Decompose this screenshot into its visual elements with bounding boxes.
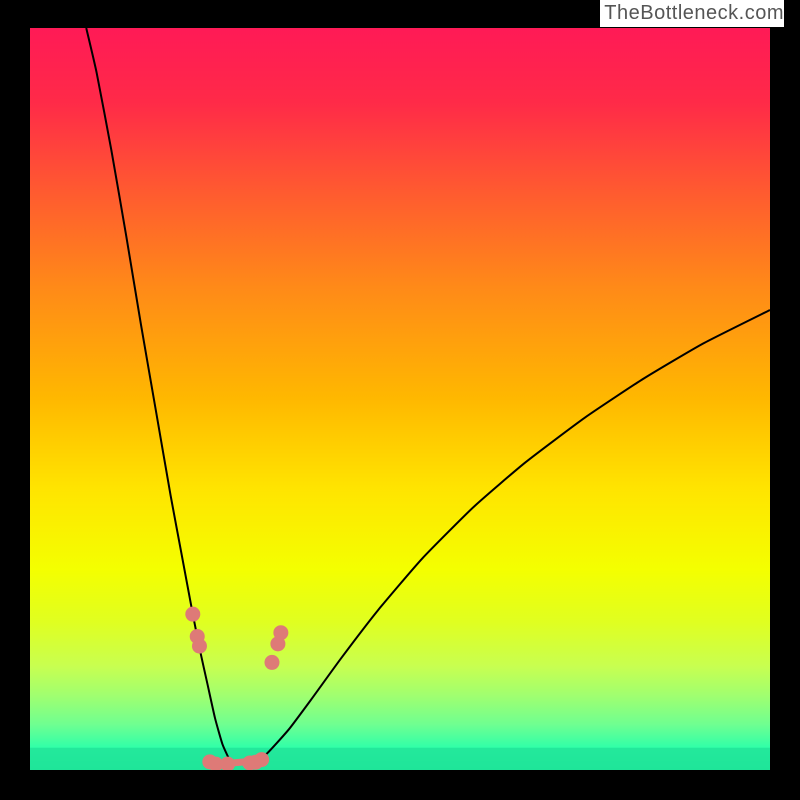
- plot-area: [30, 28, 770, 770]
- data-marker: [273, 625, 288, 640]
- data-marker: [185, 607, 200, 622]
- data-marker: [264, 655, 279, 670]
- gradient-background: [30, 28, 770, 770]
- data-marker: [254, 752, 269, 767]
- green-optimal-band: [30, 748, 770, 770]
- chart-frame: TheBottleneck.com: [0, 0, 800, 800]
- data-marker: [192, 639, 207, 654]
- watermark-text: TheBottleneck.com: [600, 0, 784, 27]
- chart-svg: [30, 28, 770, 770]
